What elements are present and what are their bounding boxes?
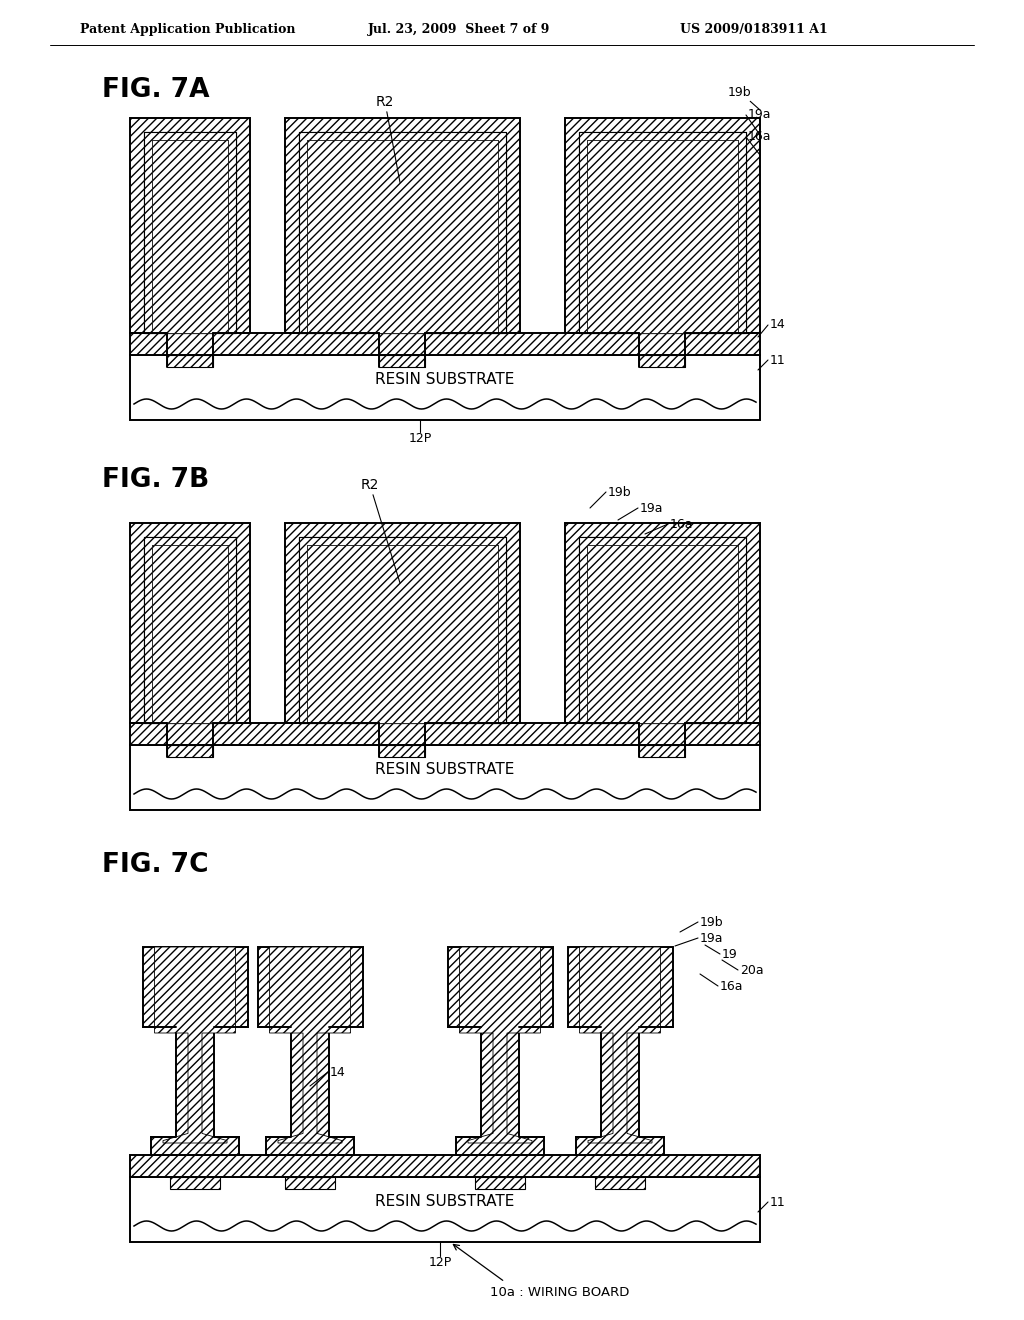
Bar [587,140,738,333]
Text: 16a: 16a [720,979,743,993]
Bar [170,1177,220,1189]
Text: 12P: 12P [409,432,432,445]
Bar [152,545,228,723]
Bar [130,1177,760,1242]
Text: 11: 11 [770,354,785,367]
Bar [152,140,228,333]
Text: FIG. 7B: FIG. 7B [102,467,209,492]
Text: 12P: 12P [428,1255,452,1269]
Bar [285,523,520,723]
Text: R2: R2 [360,478,400,583]
Bar [579,132,746,333]
Polygon shape [142,946,248,1155]
Bar [144,132,236,333]
Text: 19b: 19b [608,486,632,499]
Text: 16a: 16a [670,517,693,531]
Bar [144,537,236,723]
Bar [639,355,685,367]
Bar [144,537,236,723]
Bar [299,132,506,333]
Polygon shape [580,946,660,1143]
Text: Patent Application Publication: Patent Application Publication [80,24,296,37]
Bar [130,523,250,723]
Bar [565,523,760,723]
Bar [587,545,738,723]
Bar [130,1155,760,1177]
Bar [595,1177,645,1189]
Bar [285,117,520,333]
Bar [167,355,213,367]
Bar [579,537,746,723]
Bar [565,117,760,333]
Bar [130,333,760,355]
Text: 19: 19 [722,948,737,961]
Bar [130,355,760,420]
Text: 16a: 16a [748,131,771,144]
Bar [299,537,506,723]
Polygon shape [447,946,553,1155]
Bar [379,355,425,367]
Bar [130,117,250,333]
Polygon shape [567,946,673,1155]
Bar [152,545,228,723]
Bar [587,140,738,333]
Bar [307,545,498,723]
Bar [130,723,760,744]
Polygon shape [460,946,541,1143]
Bar [587,545,738,723]
Bar [307,140,498,333]
Bar [307,545,498,723]
Text: Jul. 23, 2009  Sheet 7 of 9: Jul. 23, 2009 Sheet 7 of 9 [368,24,550,37]
Text: 14: 14 [330,1065,346,1078]
Text: R2: R2 [376,95,400,182]
Bar [299,537,506,723]
Bar [579,537,746,723]
Text: 14: 14 [770,318,785,331]
Text: RESIN SUBSTRATE: RESIN SUBSTRATE [376,762,515,777]
Text: 19a: 19a [700,932,724,945]
Bar [299,132,506,333]
Bar [167,744,213,756]
Text: 19a: 19a [640,502,664,515]
Text: 19b: 19b [700,916,724,928]
Text: FIG. 7C: FIG. 7C [102,851,209,878]
Text: RESIN SUBSTRATE: RESIN SUBSTRATE [376,1195,515,1209]
Text: RESIN SUBSTRATE: RESIN SUBSTRATE [376,372,515,387]
Polygon shape [155,946,236,1143]
Text: 20a: 20a [740,964,764,977]
Bar [579,132,746,333]
Bar [144,132,236,333]
Text: US 2009/0183911 A1: US 2009/0183911 A1 [680,24,827,37]
Bar [285,1177,335,1189]
Text: FIG. 7A: FIG. 7A [102,77,210,103]
Bar [152,140,228,333]
Bar [379,744,425,756]
Bar [475,1177,525,1189]
Bar [130,744,760,810]
Polygon shape [269,946,350,1143]
Text: 19b: 19b [728,86,760,110]
Text: 10a : WIRING BOARD: 10a : WIRING BOARD [490,1286,630,1299]
Bar [639,744,685,756]
Polygon shape [257,946,362,1155]
Bar [307,140,498,333]
Text: 11: 11 [770,1196,785,1209]
Text: 19a: 19a [748,108,771,121]
